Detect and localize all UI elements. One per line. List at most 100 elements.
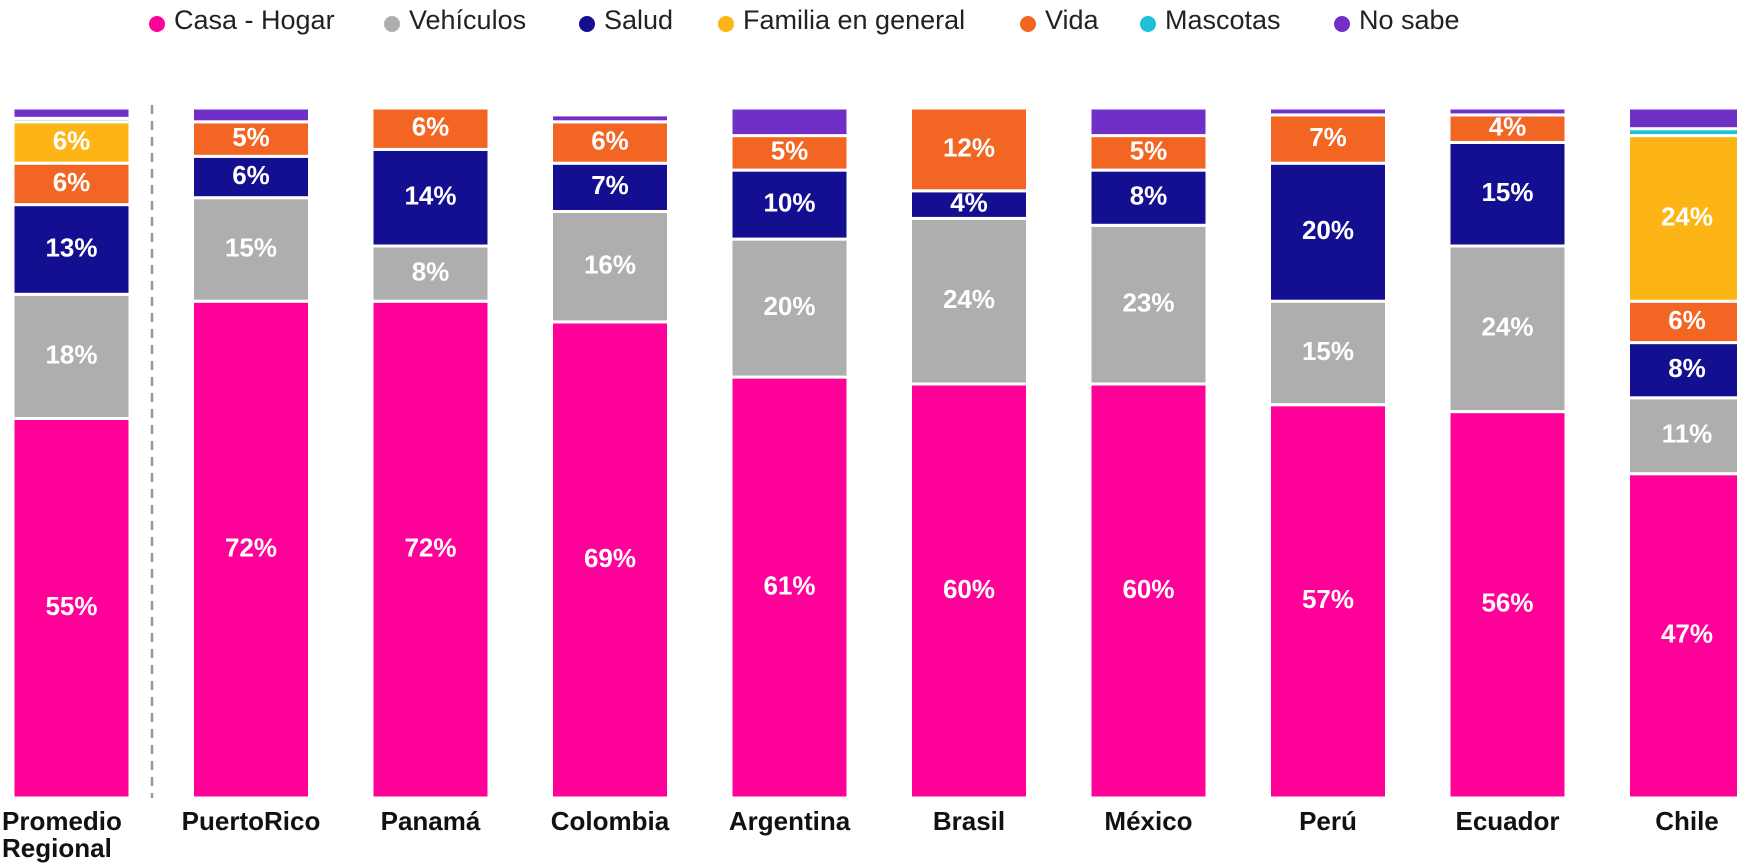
data-label: 57% xyxy=(1302,584,1354,614)
bar-segment xyxy=(550,120,670,165)
legend-marker xyxy=(1334,16,1350,32)
bar-segment xyxy=(550,113,670,124)
bar-segment xyxy=(909,382,1029,800)
bar-segment xyxy=(1447,410,1568,800)
data-label: 10% xyxy=(763,187,815,217)
x-tick-label: Perú xyxy=(1299,806,1357,836)
legend-marker xyxy=(384,16,400,32)
data-label: 5% xyxy=(771,136,809,166)
data-label: 5% xyxy=(232,122,270,152)
bar-segment xyxy=(1627,472,1737,800)
data-label: 61% xyxy=(763,570,815,600)
data-label: 14% xyxy=(404,181,456,211)
data-label: 72% xyxy=(404,532,456,562)
bar-segment xyxy=(1088,106,1209,138)
legend-label: Mascotas xyxy=(1165,5,1281,35)
data-label: 56% xyxy=(1481,588,1533,618)
bar-segment xyxy=(1268,106,1388,117)
bar-segment xyxy=(550,320,670,800)
data-label: 4% xyxy=(950,187,988,217)
legend-marker xyxy=(1140,16,1156,32)
bar-segment xyxy=(1627,396,1737,476)
bar-segment xyxy=(729,106,850,138)
bar-segment xyxy=(370,299,491,800)
legend-label: Vida xyxy=(1045,5,1100,35)
bar-segment xyxy=(11,203,132,296)
data-label: 6% xyxy=(232,160,270,190)
legend-label: Salud xyxy=(604,5,673,35)
legend-marker xyxy=(718,16,734,32)
data-label: 6% xyxy=(412,112,450,142)
bar-segment xyxy=(11,292,132,420)
bar-segment xyxy=(370,106,491,151)
bar-segment xyxy=(191,106,311,124)
x-tick-label: México xyxy=(1104,806,1193,836)
data-label: 60% xyxy=(1122,574,1174,604)
data-label: 15% xyxy=(1481,177,1533,207)
data-label: 69% xyxy=(584,543,636,573)
data-label: 16% xyxy=(584,250,636,280)
bar-segment xyxy=(1088,223,1209,386)
x-tick-label: Chile xyxy=(1655,806,1719,836)
bar-segment xyxy=(909,106,1029,193)
x-tick-label: Panamá xyxy=(380,806,481,836)
x-tick-label: Brasil xyxy=(932,806,1006,836)
data-label: 8% xyxy=(1130,181,1168,211)
data-label: 6% xyxy=(53,125,91,155)
x-tick-label: Promedio Regional xyxy=(2,806,122,863)
data-label: 15% xyxy=(1302,336,1354,366)
x-tick-label: PuertoRico xyxy=(181,806,321,836)
data-label: 20% xyxy=(1302,215,1354,245)
bar-segment xyxy=(191,299,311,800)
bar-segment xyxy=(370,147,491,248)
data-label: 23% xyxy=(1122,288,1174,318)
x-tick-label: Colombia xyxy=(550,806,670,836)
data-label: 6% xyxy=(1668,305,1706,335)
data-label: 6% xyxy=(53,167,91,197)
data-label: 24% xyxy=(1481,312,1533,342)
legend-marker xyxy=(149,16,165,32)
bar-segment xyxy=(1447,106,1568,117)
bar-segment xyxy=(729,134,850,172)
data-label: 5% xyxy=(1130,136,1168,166)
data-label: 15% xyxy=(225,232,277,262)
data-label: 7% xyxy=(591,170,629,200)
legend-marker xyxy=(579,16,595,32)
data-label: 12% xyxy=(943,132,995,162)
legend-label: Familia en general xyxy=(743,5,965,35)
data-label: 60% xyxy=(943,574,995,604)
data-label: 6% xyxy=(591,125,629,155)
data-label: 18% xyxy=(45,339,97,369)
bar-segment xyxy=(1268,403,1388,800)
data-label: 47% xyxy=(1661,619,1713,649)
data-label: 72% xyxy=(225,532,277,562)
bar-segment xyxy=(729,375,850,800)
bar-segment xyxy=(1268,299,1388,407)
data-label: 4% xyxy=(1489,112,1527,142)
data-label: 20% xyxy=(763,291,815,321)
bar-segment xyxy=(1088,134,1209,172)
bar-segment xyxy=(11,106,132,120)
legend-label: No sabe xyxy=(1359,5,1460,35)
bar-segment xyxy=(909,189,1029,220)
bar-segment xyxy=(1627,106,1737,131)
bar-segment xyxy=(550,210,670,324)
legend-label: Casa - Hogar xyxy=(174,5,335,35)
data-label: 11% xyxy=(1662,419,1713,449)
data-label: 13% xyxy=(45,232,97,262)
legend-marker xyxy=(1020,16,1036,32)
bar-segment xyxy=(191,196,311,303)
data-label: 24% xyxy=(1661,201,1713,231)
bar-segment xyxy=(1088,168,1209,227)
data-label: 7% xyxy=(1309,122,1347,152)
legend-label: Vehículos xyxy=(409,5,526,35)
bar-segment xyxy=(729,168,850,241)
data-label: 55% xyxy=(45,591,97,621)
bar-segment xyxy=(1627,134,1737,303)
x-tick-label: Argentina xyxy=(728,806,851,836)
data-label: 24% xyxy=(943,284,995,314)
data-label: 8% xyxy=(1668,353,1706,383)
data-label: 8% xyxy=(412,256,450,286)
